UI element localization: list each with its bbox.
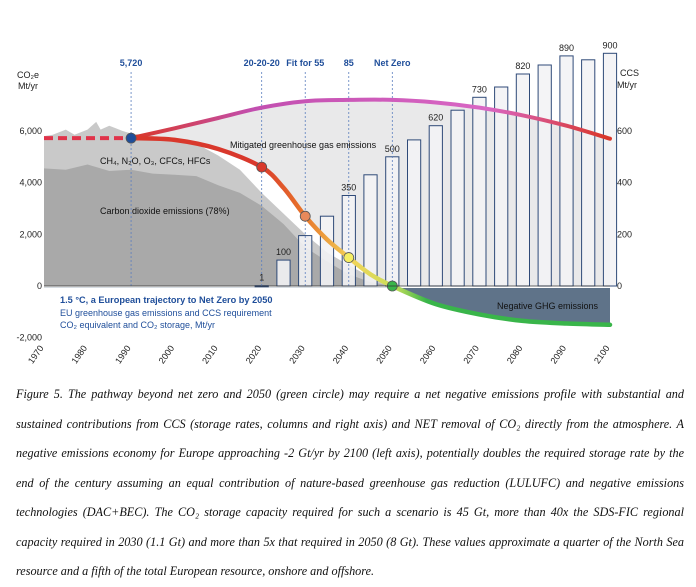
pathway-point (343, 252, 355, 263)
ccs-bar (428, 125, 443, 287)
milestone-label: 85 (344, 58, 354, 68)
right-axis-tick-label: 400 (617, 178, 632, 188)
negative-ghg-label: Negative GHG emissions (497, 301, 599, 311)
x-axis-tick-label: 2030 (287, 343, 307, 365)
x-axis-tick-label: 2050 (374, 343, 394, 365)
ccs-bar-label: 890 (559, 43, 574, 53)
x-axis-tick-label: 2020 (244, 343, 264, 365)
ccs-bar (515, 73, 530, 287)
milestone-label: 20-20-20 (244, 58, 280, 68)
x-axis-tick-label: 1990 (113, 343, 133, 365)
x-axis-tick-label: 1980 (69, 343, 89, 365)
left-axis-tick-label: 0 (37, 281, 42, 291)
left-axis-tick-label: 2,000 (19, 229, 42, 239)
pathway-point (299, 210, 311, 222)
ccs-bar (450, 109, 465, 287)
negative-emissions-area (44, 287, 610, 325)
line-layer (44, 72, 613, 328)
milestone-label: Fit for 55 (286, 58, 324, 68)
x-axis-tick-label: 1970 (26, 343, 46, 365)
mitigated-label: Mitigated greenhouse gas emissions (230, 140, 377, 150)
ccs-bar (602, 52, 618, 287)
ccs-bar-label: 100 (276, 247, 291, 257)
right-axis-tick-label: 200 (617, 229, 632, 239)
x-axis-tick-label: 2070 (461, 343, 481, 365)
x-axis-tick-label: 2060 (418, 343, 438, 365)
chart-svg: -2,00002,0004,0006,0000200400600CO₂eMt/y… (16, 40, 639, 366)
right-axis-tick-label: 0 (617, 281, 622, 291)
left-axis-unit: Mt/yr (18, 81, 38, 91)
ccs-bar (319, 215, 335, 287)
co2-label: Carbon dioxide emissions (78%) (100, 206, 230, 216)
legend-title: 1.5 °C, a European trajectory to Net Zer… (60, 295, 273, 305)
ccs-bar-label: 1 (259, 273, 264, 283)
milestone-label: 5,720 (120, 58, 143, 68)
ccs-bar (407, 139, 422, 287)
x-axis-tick-label: 2090 (548, 343, 568, 365)
left-axis-tick-label: 4,000 (19, 178, 42, 188)
right-axis-tick-label: 600 (617, 126, 632, 136)
x-axis-tick-label: 2010 (200, 343, 220, 365)
ccs-bar-label: 620 (428, 113, 443, 123)
x-axis-tick-label: 2000 (157, 343, 177, 365)
other-gases-label: CH₄, N₂O, O₃, CFCs, HFCs (100, 156, 211, 166)
ccs-bar (472, 96, 487, 287)
ccs-bar-label: 730 (472, 84, 487, 94)
ccs-bar-label: 500 (385, 144, 400, 154)
ccs-bar-label: 350 (341, 183, 356, 193)
ccs-bar-label: 820 (515, 61, 530, 71)
x-axis-tick-label: 2040 (331, 343, 351, 365)
ccs-bar (537, 64, 552, 287)
ccs-bar (581, 59, 596, 287)
x-axis-tick-label: 2100 (592, 343, 612, 365)
axes-layer: -2,00002,0004,0006,0000200400600CO₂eMt/y… (16, 68, 639, 366)
pathway-point (256, 161, 268, 173)
mitigated-emissions-curve (129, 97, 612, 141)
pathway-point (125, 132, 137, 144)
ccs-bar-label: 900 (602, 40, 617, 50)
ccs-bar (559, 55, 574, 287)
ccs-bar (276, 259, 291, 287)
figure-caption: Figure 5. The pathway beyond net zero an… (16, 387, 684, 578)
milestone-label: Net Zero (374, 58, 411, 68)
x-axis-tick-label: 2080 (505, 343, 525, 365)
left-axis-tick-label: -2,000 (16, 333, 42, 343)
right-axis-label: CCS (620, 68, 639, 78)
left-axis-tick-label: 6,000 (19, 126, 42, 136)
text-layer: 1 100 350 500 620 730 820 890 900 5,720 20-20-20 Fi… (60, 40, 618, 330)
ccs-bar (494, 86, 509, 287)
left-axis-label: CO₂e (17, 70, 39, 80)
right-axis-unit: Mt/yr (617, 80, 637, 90)
legend-line-2: EU greenhouse gas emissions and CCS requ… (60, 308, 272, 318)
legend-line-3: CO₂ equivalent and CO₂ storage, Mt/yr (60, 320, 215, 330)
emissions-ccs-chart: -2,000 0 2,000 4,000 6,000 0 200 400 600 CO₂e Mt/y… (16, 40, 639, 366)
